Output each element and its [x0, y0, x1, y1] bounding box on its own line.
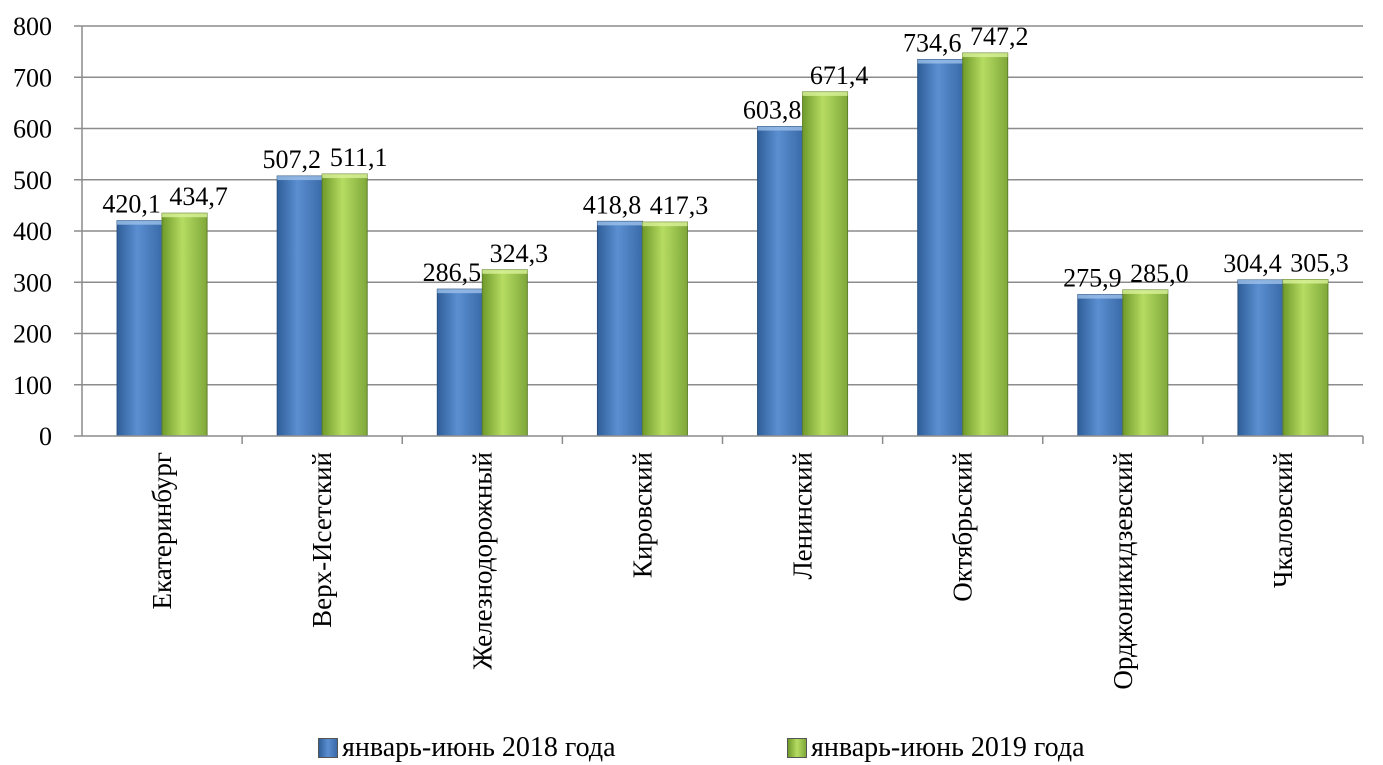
- y-tick-label: 700: [13, 63, 52, 92]
- y-tick-label: 300: [13, 268, 52, 297]
- data-label: 275,9: [1063, 264, 1122, 293]
- bar-cap: [322, 174, 368, 179]
- bar-2018: [276, 175, 323, 437]
- bar-2018: [436, 288, 483, 437]
- bar-2019: [641, 221, 688, 437]
- bar-cap: [162, 213, 208, 218]
- bar-2018: [917, 59, 964, 437]
- x-tick-label: Верх-Исетский: [307, 452, 337, 628]
- y-tick-label: 0: [39, 422, 52, 451]
- bar-cap: [917, 59, 963, 64]
- y-tick-label: 400: [13, 217, 52, 246]
- x-axis: Екатеринбург Верх-Исетский Железнодорожный…: [82, 435, 1364, 690]
- legend-label-2019: январь-июнь 2019 года: [811, 732, 1085, 763]
- bar-2018: [757, 126, 804, 437]
- y-tick-label: 100: [13, 371, 52, 400]
- y-tick-label: 200: [13, 320, 52, 349]
- data-label: 603,8: [743, 96, 802, 125]
- legend-label-2018: январь-июнь 2018 года: [342, 732, 616, 763]
- x-tick-label: Октябрьский: [948, 452, 978, 602]
- data-label: 305,3: [1290, 249, 1349, 278]
- data-label: 734,6: [903, 29, 962, 58]
- data-label: 434,7: [169, 182, 228, 211]
- bar-2019: [1282, 279, 1329, 437]
- legend-swatch-2019: [787, 738, 807, 758]
- x-tick-label: Железнодорожный: [467, 452, 497, 670]
- x-tick-label: Екатеринбург: [147, 452, 177, 609]
- bar-2019: [962, 52, 1009, 437]
- data-labels: 420,1 434,7 507,2 511,1 286,5 324,3 418,8 417,3…: [102, 22, 1348, 293]
- bars: [116, 52, 1329, 437]
- x-tick-label: Чкаловский: [1268, 452, 1298, 588]
- gridlines: [82, 25, 1363, 386]
- bar-2018: [116, 220, 163, 437]
- data-label: 420,1: [102, 190, 161, 219]
- bar-cap: [277, 176, 323, 181]
- bar-2018: [596, 220, 643, 437]
- y-axis: 0 100 200 300 400 500 600 700 800: [13, 12, 83, 451]
- bar-cap: [1122, 289, 1168, 294]
- data-label: 286,5: [423, 258, 482, 287]
- bar-cap: [437, 289, 483, 294]
- bar-2019: [802, 91, 849, 437]
- x-tick-label: Орджоникидзевский: [1108, 452, 1138, 690]
- data-label: 417,3: [650, 191, 709, 220]
- bar-cap: [757, 126, 803, 131]
- bar-cap: [802, 91, 848, 96]
- bar-2019: [161, 212, 208, 437]
- y-tick-label: 500: [13, 166, 52, 195]
- data-label: 747,2: [970, 22, 1029, 51]
- bar-cap: [1077, 294, 1123, 299]
- data-label: 285,0: [1130, 259, 1189, 288]
- bar-cap: [117, 220, 163, 225]
- bar-2019: [1122, 289, 1169, 437]
- bar-cap: [1237, 279, 1283, 284]
- bar-2019: [321, 173, 368, 437]
- bar-cap: [642, 222, 688, 227]
- bar-2019: [481, 269, 528, 437]
- x-tick-label: Кировский: [627, 452, 657, 578]
- bar-2018: [1237, 279, 1284, 437]
- data-label: 304,4: [1223, 249, 1282, 278]
- bar-cap: [962, 53, 1008, 58]
- data-label: 671,4: [810, 61, 869, 90]
- bar-cap: [1282, 279, 1328, 284]
- data-label: 324,3: [490, 239, 549, 268]
- data-label: 511,1: [330, 143, 388, 172]
- data-label: 418,8: [583, 190, 642, 219]
- y-tick-label: 600: [13, 115, 52, 144]
- legend-item-2019: январь-июнь 2019 года: [787, 732, 1085, 764]
- legend-item-2018: январь-июнь 2018 года: [318, 732, 616, 764]
- bar-cap: [482, 269, 528, 274]
- y-tick-label: 800: [13, 12, 52, 41]
- x-tick-label: Ленинский: [788, 452, 818, 579]
- data-label: 507,2: [262, 145, 321, 174]
- bar-2018: [1077, 294, 1124, 437]
- legend-swatch-2018: [318, 738, 338, 758]
- bar-cap: [597, 221, 643, 226]
